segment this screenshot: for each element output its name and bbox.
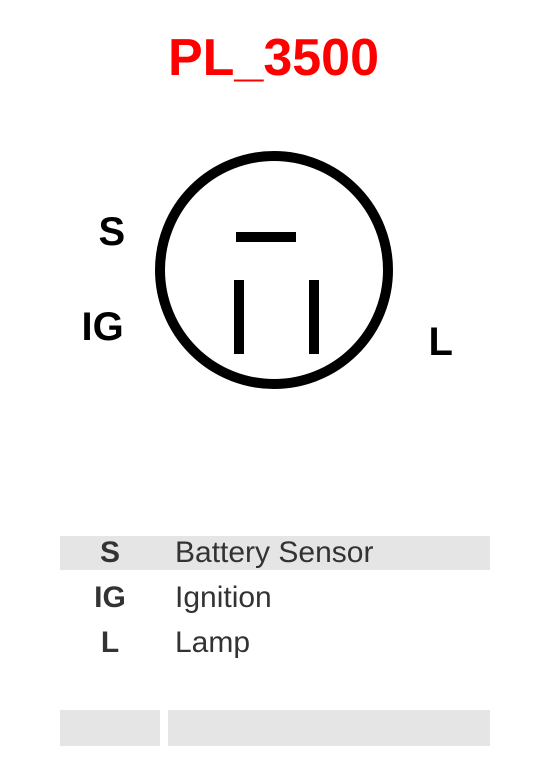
legend-key: IG	[60, 581, 160, 615]
part-number-title: PL_3500	[168, 28, 379, 88]
legend-value: Battery Sensor	[160, 536, 490, 570]
empty-row	[60, 710, 490, 746]
empty-value	[168, 710, 490, 746]
legend-row: LLamp	[60, 620, 490, 665]
legend-key: S	[60, 536, 160, 570]
legend-table: SBattery SensorIGIgnitionLLamp	[60, 530, 490, 665]
legend-value: Lamp	[160, 626, 490, 660]
legend-row: SBattery Sensor	[60, 530, 490, 575]
empty-key	[60, 710, 160, 746]
pin-label-l: L	[429, 320, 453, 365]
connector-svg	[154, 150, 394, 390]
connector-diagram: S IG L	[154, 150, 394, 390]
legend-value: Ignition	[160, 581, 490, 615]
pin-label-s: S	[99, 210, 126, 255]
legend-row: IGIgnition	[60, 575, 490, 620]
pin-label-ig: IG	[82, 305, 124, 350]
empty-table	[60, 710, 490, 746]
legend-key: L	[60, 626, 160, 660]
